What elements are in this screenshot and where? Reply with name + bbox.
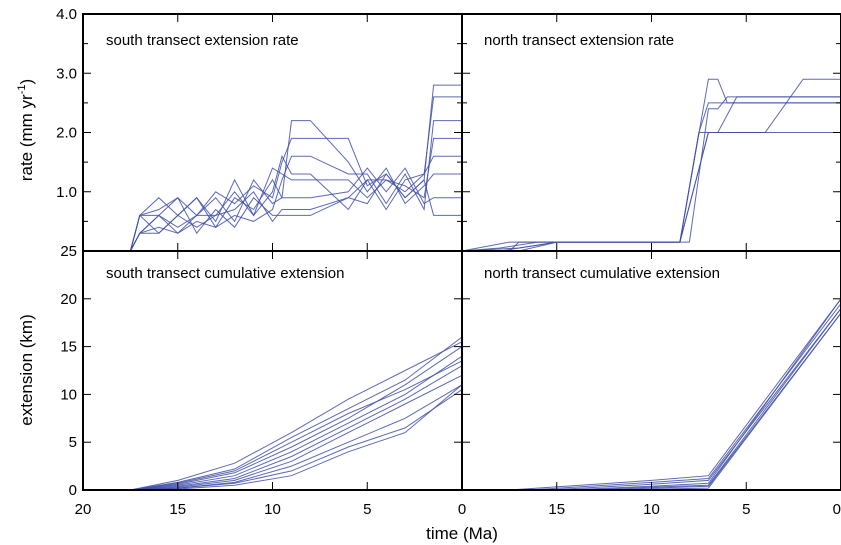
north-rate-series-3 xyxy=(462,96,841,252)
rate-axis-label-tail: ) xyxy=(17,79,36,85)
rate-y-tick-label: 1.0 xyxy=(56,184,77,201)
rate-axis-label-superscript: -1 xyxy=(16,85,28,95)
rate-axis-label-main: rate (mm yr xyxy=(17,94,36,181)
x-tick-label-left: 10 xyxy=(264,501,281,518)
rate-y-tick-label: 4.0 xyxy=(56,6,77,23)
time-axis-label: time (Ma) xyxy=(426,524,498,543)
x-tick-label-right: 0 xyxy=(833,501,841,518)
extension-axis-label: extension (km) xyxy=(17,314,36,425)
rate-y-tick-label: 2.0 xyxy=(56,125,77,142)
south-rate-series-6 xyxy=(129,96,462,252)
x-tick-label-right: 5 xyxy=(742,501,750,518)
north-rate-series-1 xyxy=(461,78,841,252)
plot-area: 1.0 2.0 3.0 4.0 0 5 10 15 20 25 20 15 10 5 0 15 10 5 0 xyxy=(56,6,841,518)
north-rate-series-5 xyxy=(461,132,841,252)
north-rate-series-0 xyxy=(462,102,841,252)
north-rate-series-2 xyxy=(461,78,841,252)
north-cumulative-series-0 xyxy=(509,298,841,491)
north-cumulative-series-6 xyxy=(623,312,841,491)
panel-title-south-rate: south transect extension rate xyxy=(106,32,299,49)
rate-axis-label: rate (mm yr-1) xyxy=(16,79,36,181)
north-cumulative-series-3 xyxy=(566,298,841,491)
south-rate-series-2 xyxy=(129,137,462,252)
south-rate-series-7 xyxy=(129,173,462,252)
south-cumulative-series-0 xyxy=(130,336,463,491)
north-rate-series-4 xyxy=(462,96,841,252)
extension-y-tick-label: 10 xyxy=(60,386,77,403)
extension-y-tick-label: 20 xyxy=(60,291,77,308)
x-tick-label-left: 20 xyxy=(75,501,92,518)
south-cumulative-series-3 xyxy=(130,365,463,491)
extension-y-tick-label: 0 xyxy=(69,482,77,499)
extension-y-tick-label: 15 xyxy=(60,339,77,356)
south-cumulative-series-7 xyxy=(130,341,463,491)
extension-y-tick-label: 5 xyxy=(69,434,77,451)
x-tick-label-right: 10 xyxy=(643,501,660,518)
x-tick-label-left: 0 xyxy=(458,501,466,518)
panel-title-north-rate: north transect extension rate xyxy=(484,32,674,49)
south-rate-series-3 xyxy=(129,155,462,252)
north-cumulative-series-1 xyxy=(528,303,841,491)
panel-title-south-cumulative: south transect cumulative extension xyxy=(106,265,344,282)
extension-y-tick-label: 25 xyxy=(60,243,77,260)
north-cumulative-series-4 xyxy=(585,308,841,491)
north-cumulative-series-2 xyxy=(547,308,841,491)
panel-title-north-cumulative: north transect cumulative extension xyxy=(484,265,720,282)
x-tick-label-left: 5 xyxy=(363,501,371,518)
x-tick-label-right: 15 xyxy=(548,501,565,518)
rate-y-tick-label: 3.0 xyxy=(56,65,77,82)
south-cumulative-series-4 xyxy=(130,374,463,491)
x-tick-label-left: 15 xyxy=(169,501,186,518)
